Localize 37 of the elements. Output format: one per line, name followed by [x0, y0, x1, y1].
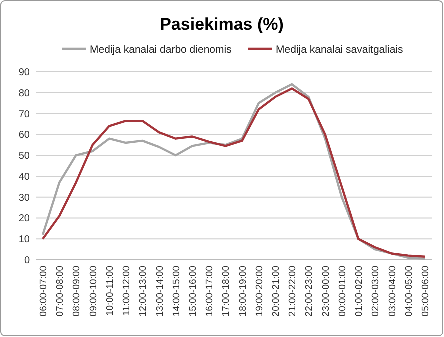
y-tick-label: 10 [18, 234, 30, 246]
legend-label: Medija kanalai darbo dienomis [90, 44, 232, 56]
y-tick-label: 40 [18, 172, 30, 183]
x-tick-label: 07:00-08:00 [55, 266, 66, 317]
x-tick-label: 04:00-05:00 [404, 266, 415, 317]
x-tick-label: 20:00-21:00 [271, 266, 282, 317]
y-tick-label: 0 [24, 256, 30, 266]
x-tick-label: 08:00-09:00 [72, 266, 83, 317]
y-tick-label: 60 [18, 130, 30, 142]
x-tick-label: 11:00-12:00 [122, 266, 133, 316]
y-tick-label: 50 [18, 151, 30, 162]
x-tick-label: 21:00-22:00 [288, 266, 299, 317]
y-tick-label: 30 [18, 192, 30, 204]
x-tick-label: 19:00-20:00 [254, 266, 266, 317]
y-tick-label: 90 [18, 68, 30, 78]
y-tick-label: 20 [18, 214, 30, 225]
y-tick-label: 70 [18, 109, 30, 120]
x-tick-label: 01:00-02:00 [354, 266, 366, 317]
x-tick-label: 12:00-13:00 [138, 266, 150, 317]
x-tick-label: 23:00-00:00 [320, 266, 332, 317]
x-tick-label: 02:00-03:00 [370, 266, 382, 317]
x-tick-label: 15:00-16:00 [188, 266, 199, 317]
x-tick-label: 18:00-19:00 [238, 266, 249, 317]
x-tick-label: 06:00-07:00 [38, 266, 50, 317]
x-tick-label: 22:00-23:00 [304, 266, 316, 317]
y-tick-label: 80 [18, 88, 30, 100]
x-tick-label: 09:00-10:00 [88, 266, 100, 317]
x-tick-label: 05:00-06:00 [420, 266, 432, 317]
x-tick-label: 17:00-18:00 [221, 266, 232, 317]
legend-label: Medija kanalai savaitgaliais [276, 44, 404, 56]
x-tick-label: 10:00-11:00 [104, 266, 116, 316]
x-tick-label: 13:00-14:00 [154, 266, 166, 317]
x-tick-label: 14:00-15:00 [171, 266, 182, 317]
x-tick-label: 03:00-04:00 [387, 266, 398, 317]
chart-title: Pasiekimas (%) [160, 15, 284, 34]
x-tick-label: 00:00-01:00 [337, 266, 348, 317]
x-tick-label: 16:00-17:00 [204, 266, 216, 317]
